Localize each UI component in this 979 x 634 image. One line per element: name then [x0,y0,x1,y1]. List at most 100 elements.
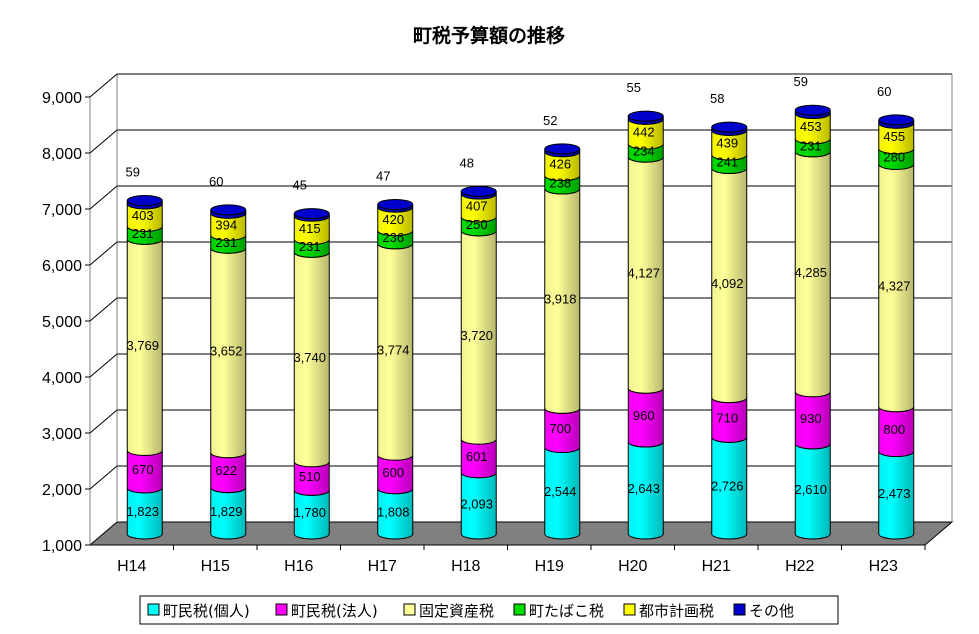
y-tick-label: 6,000 [42,258,82,275]
data-label: 510 [299,469,321,484]
data-label: 415 [299,221,321,236]
data-label: 3,918 [544,292,577,307]
data-label: 60 [877,84,891,99]
legend-swatch [513,603,526,616]
data-label: 231 [215,235,237,250]
data-label: 250 [466,217,488,232]
data-label: 420 [382,212,404,227]
bar-stack-H20: 2,643 960 4,127 234 442 55 [627,80,664,540]
data-label: 453 [800,119,822,134]
gridline-side [89,73,118,98]
data-label: 4,127 [627,266,660,281]
legend-item: 都市計画税 [623,602,714,620]
bar-stack-H17: 1,808 600 3,774 236 420 47 [376,168,414,540]
bar-top [460,185,497,197]
bar-stack-H19: 2,544 700 3,918 238 426 52 [543,113,581,540]
y-tick-label: 1,000 [42,538,82,555]
data-label: 60 [209,174,223,189]
legend-item: その他 [733,602,794,620]
gridline-side [89,185,118,210]
x-tick-label: H17 [368,558,397,575]
legend-label: 町民税(個人) [163,602,250,620]
y-tick-label: 2,000 [42,482,82,499]
data-label: 52 [543,113,557,128]
data-label: 4,285 [794,265,827,280]
data-label: 48 [460,155,474,170]
y-tick-label: 8,000 [42,146,82,163]
data-label: 930 [800,411,822,426]
legend-swatch [623,603,636,616]
legend: 町民税(個人) 町民税(法人) 固定資産税 町たばこ税 都市計画税 その他 [139,595,839,625]
legend-label: 都市計画税 [639,602,714,620]
data-label: 1,780 [293,505,326,520]
bar-stack-H21: 2,726 710 4,092 241 439 58 [710,91,748,540]
y-tick-label: 3,000 [42,426,82,443]
x-tick-label: H21 [702,558,731,575]
legend-label: 町民税(法人) [291,602,378,620]
data-label: 601 [466,449,488,464]
bar-top [126,195,163,207]
bar-stack-H16: 1,780 510 3,740 231 415 45 [293,178,330,540]
gridline-side [89,353,118,378]
data-label: 3,740 [293,350,326,365]
data-label: 280 [883,150,905,165]
data-label: 236 [382,230,404,245]
bars: 1,823 670 3,769 231 403 59 1,829 622 3,652 231 394… [126,74,915,540]
x-tick-label: H22 [785,558,814,575]
bar-top [377,198,414,210]
data-label: 1,823 [126,504,159,519]
y-tick-label: 7,000 [42,202,82,219]
data-label: 47 [376,168,390,183]
data-label: 2,643 [627,481,660,496]
data-label: 1,829 [210,504,243,519]
data-label: 3,652 [210,343,243,358]
data-label: 394 [215,217,237,232]
legend-swatch [275,603,288,616]
y-tick-label: 4,000 [42,370,82,387]
legend-item: 町民税(個人) [147,602,250,620]
data-label: 426 [549,157,571,172]
legend-label: その他 [749,602,794,620]
legend-label: 固定資産税 [419,602,494,620]
data-label: 700 [549,421,571,436]
data-label: 234 [633,144,655,159]
data-label: 2,093 [460,496,493,511]
data-label: 622 [215,463,237,478]
legend-item: 町たばこ税 [513,602,604,620]
legend-box [139,595,839,625]
data-label: 960 [633,408,655,423]
data-label: 710 [716,410,738,425]
data-label: 670 [132,462,154,477]
data-label: 45 [293,178,307,193]
legend-swatch [733,603,746,616]
bar-stack-H23: 2,473 800 4,327 280 455 60 [877,84,915,540]
data-label: 455 [883,129,905,144]
x-tick-label: H23 [869,558,898,575]
y-tick-label: 9,000 [42,90,82,107]
bar-stack-H15: 1,829 622 3,652 231 394 60 [209,174,247,540]
bar-top [711,121,748,133]
x-tick-label: H15 [201,558,230,575]
data-label: 439 [716,136,738,151]
data-label: 442 [633,125,655,140]
data-label: 3,720 [460,328,493,343]
data-label: 3,774 [377,342,410,357]
gridline-side [89,241,118,266]
bar-top [627,110,664,122]
data-label: 58 [710,91,724,106]
bar-stack-H18: 2,093 601 3,720 250 407 48 [460,155,497,540]
data-label: 3,769 [126,338,159,353]
data-label: 1,808 [377,504,410,519]
bar-top [794,104,831,116]
y-tick-label: 5,000 [42,314,82,331]
data-label: 407 [466,198,488,213]
bar-top [210,204,247,216]
data-label: 2,610 [794,482,827,497]
data-label: 4,092 [711,276,744,291]
legend-label: 町たばこ税 [529,602,604,620]
bar-top [293,208,330,220]
data-label: 4,327 [878,279,911,294]
bar-stack-H22: 2,610 930 4,285 231 453 59 [794,74,831,540]
data-label: 231 [299,239,321,254]
data-label: 800 [883,422,905,437]
